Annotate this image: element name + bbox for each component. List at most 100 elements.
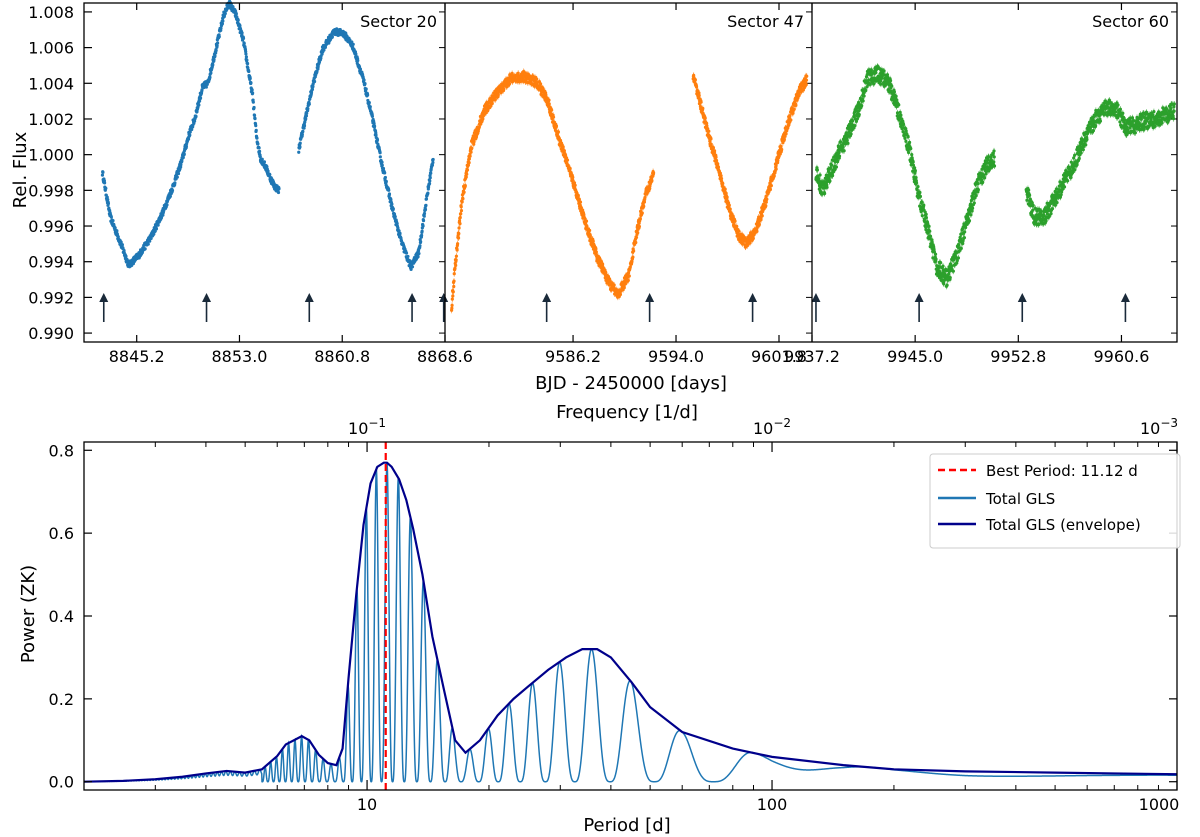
data-point (631, 255, 635, 259)
data-point (584, 219, 589, 223)
data-point (454, 263, 458, 267)
data-point (245, 61, 250, 66)
data-point (252, 113, 257, 118)
data-point (356, 58, 360, 63)
data-point (305, 111, 309, 115)
data-point (302, 124, 307, 128)
data-point (794, 103, 798, 107)
data-point (723, 187, 727, 191)
data-point (709, 137, 713, 141)
data-point (104, 186, 108, 190)
data-point (907, 140, 912, 144)
data-point (457, 226, 461, 230)
data-point (192, 119, 197, 123)
top-y-tick-label: 1.000 (28, 146, 74, 165)
data-point (254, 128, 258, 132)
top-y-tick-label: 1.004 (28, 74, 74, 93)
data-point (113, 226, 117, 230)
data-point (277, 187, 281, 191)
data-point (426, 191, 430, 195)
data-point (699, 100, 703, 104)
data-point (612, 283, 616, 287)
data-point (818, 173, 822, 177)
data-point (216, 41, 220, 45)
data-point (375, 138, 380, 142)
data-point (455, 248, 459, 252)
data-point (330, 35, 334, 39)
data-point (245, 58, 249, 62)
data-point (251, 100, 255, 104)
x-tick-label: 9586.2 (545, 347, 601, 366)
data-point (213, 54, 217, 58)
data-point (458, 222, 462, 226)
data-point (211, 63, 215, 67)
data-point (298, 145, 302, 149)
data-point (421, 219, 426, 223)
data-point (789, 118, 793, 122)
data-point (209, 71, 213, 75)
data-point (469, 150, 473, 154)
data-point (489, 104, 493, 108)
data-point (804, 83, 808, 87)
data-point (173, 181, 177, 185)
data-point (428, 179, 432, 183)
data-point (242, 41, 246, 46)
data-point (456, 236, 461, 240)
data-point (430, 163, 435, 167)
data-point (706, 127, 710, 131)
data-point (561, 145, 565, 149)
top-y-tick-label: 0.992 (28, 288, 74, 307)
data-point (250, 88, 254, 92)
data-point (351, 42, 355, 46)
data-point (849, 132, 853, 136)
data-point (797, 92, 801, 97)
data-point (452, 279, 456, 283)
data-point (861, 99, 865, 103)
data-point (550, 108, 554, 112)
data-point (217, 34, 221, 39)
data-point (765, 197, 769, 201)
data-point (115, 229, 119, 233)
data-point (882, 69, 886, 73)
data-point (728, 207, 732, 211)
data-point (390, 202, 394, 206)
data-point (755, 229, 759, 234)
data-point (362, 78, 366, 82)
data-point (170, 188, 175, 193)
arrow-head (304, 293, 314, 302)
data-point (393, 214, 397, 219)
data-point (358, 67, 363, 71)
data-point (502, 87, 506, 91)
data-point (148, 239, 152, 243)
data-point (116, 235, 120, 239)
data-point (276, 190, 281, 195)
arrow-head (645, 293, 655, 302)
data-point (244, 50, 248, 54)
data-point (774, 167, 778, 171)
data-point (420, 229, 424, 233)
top-y-tick-label: 1.008 (28, 3, 74, 22)
data-point (165, 203, 169, 207)
data-point (733, 219, 737, 223)
data-point (418, 244, 422, 248)
arrow-marker (304, 293, 314, 322)
x-tick-label: 8868.6 (417, 347, 473, 366)
data-point (836, 160, 840, 164)
data-point (422, 214, 426, 218)
data-point (258, 155, 262, 159)
data-point (792, 107, 796, 111)
data-point (892, 90, 897, 94)
data-point (465, 168, 470, 172)
data-point (594, 247, 598, 251)
top-y-tick-label: 0.998 (28, 181, 74, 200)
data-segment (814, 63, 997, 290)
data-point (431, 157, 435, 162)
data-point (302, 126, 306, 130)
data-point (384, 179, 388, 184)
data-point (256, 142, 260, 146)
data-point (317, 60, 321, 64)
data-segment (450, 68, 656, 314)
data-point (252, 105, 256, 110)
data-point (297, 150, 301, 154)
